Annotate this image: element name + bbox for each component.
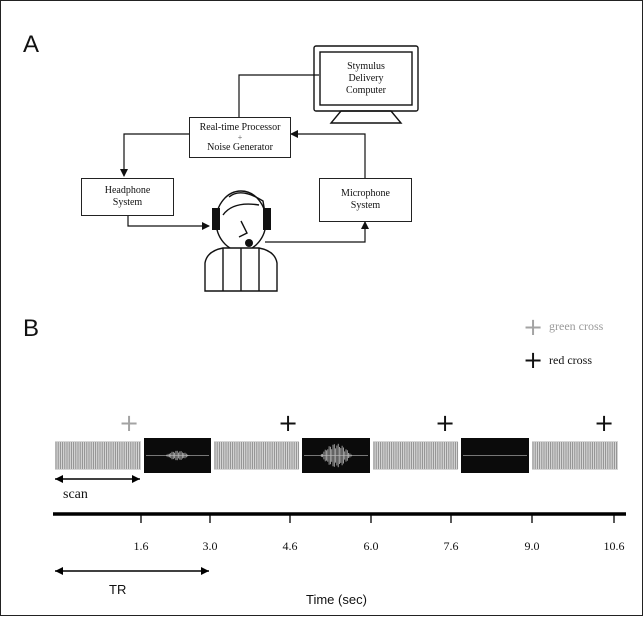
processor-line-1: Real-time Processor [199, 121, 281, 133]
legend-red-cross-icon: + [522, 346, 544, 374]
right-earcup [263, 208, 271, 230]
legend-red-label: red cross [549, 353, 592, 367]
tr-span-arrow-head-right [201, 567, 209, 575]
headphone-line-2: System [112, 197, 143, 208]
panel-b-label: B [23, 315, 40, 342]
connector-headphone-person [127, 216, 210, 230]
connector-person-microphone [265, 221, 369, 243]
connector-computer-processor [238, 74, 319, 117]
tick-label: 10.6 [603, 539, 625, 553]
scan-label: scan [63, 487, 88, 502]
computer-line-3: Computer [346, 84, 386, 96]
microphone-line-1: Microphone [341, 188, 390, 199]
legend-green-cross-icon: + [522, 313, 544, 341]
x-axis-label: Time (sec) [306, 592, 367, 607]
tick-label: 3.0 [202, 539, 218, 553]
scan-span-arrow-head-left [55, 475, 63, 483]
microphone-head [245, 239, 253, 247]
tr-label: TR [109, 582, 127, 597]
processor-line-2: Noise Generator [207, 141, 273, 153]
left-earcup [212, 208, 220, 230]
tick-label: 9.0 [524, 539, 540, 553]
tick-label: 6.0 [363, 539, 379, 553]
computer-line-2: Delivery [348, 72, 384, 84]
red-cross-icon: + [277, 409, 299, 437]
headphone-system-box: Headphone System [81, 178, 174, 216]
microphone-system-box: Microphone System [319, 178, 412, 222]
computer-monitor [313, 45, 419, 124]
microphone-line-2: System [350, 200, 381, 211]
tick-label: 4.6 [282, 539, 298, 553]
scan-span-arrow-head-right [132, 475, 140, 483]
panel-a-label: A [23, 31, 40, 58]
panel-a-connectors [120, 45, 419, 292]
headphone-line-1: Headphone [104, 185, 151, 196]
tick-label: 7.6 [443, 539, 459, 553]
red-cross-icon: + [593, 409, 615, 437]
connector-microphone-processor [290, 130, 366, 178]
tr-span-arrow-head-left [55, 567, 63, 575]
green-cross-icon: + [118, 409, 140, 437]
legend-green-label: green cross [549, 319, 604, 333]
processor-plus: + [237, 132, 243, 142]
connector-processor-headphone [120, 133, 189, 177]
computer-line-1: Stymulus [347, 60, 385, 72]
red-cross-icon: + [434, 409, 456, 437]
processor-box: Real-time Processor + Noise Generator [189, 117, 291, 158]
computer-label: Stymulus Delivery Computer [320, 52, 412, 105]
tick-label: 1.6 [133, 539, 149, 553]
